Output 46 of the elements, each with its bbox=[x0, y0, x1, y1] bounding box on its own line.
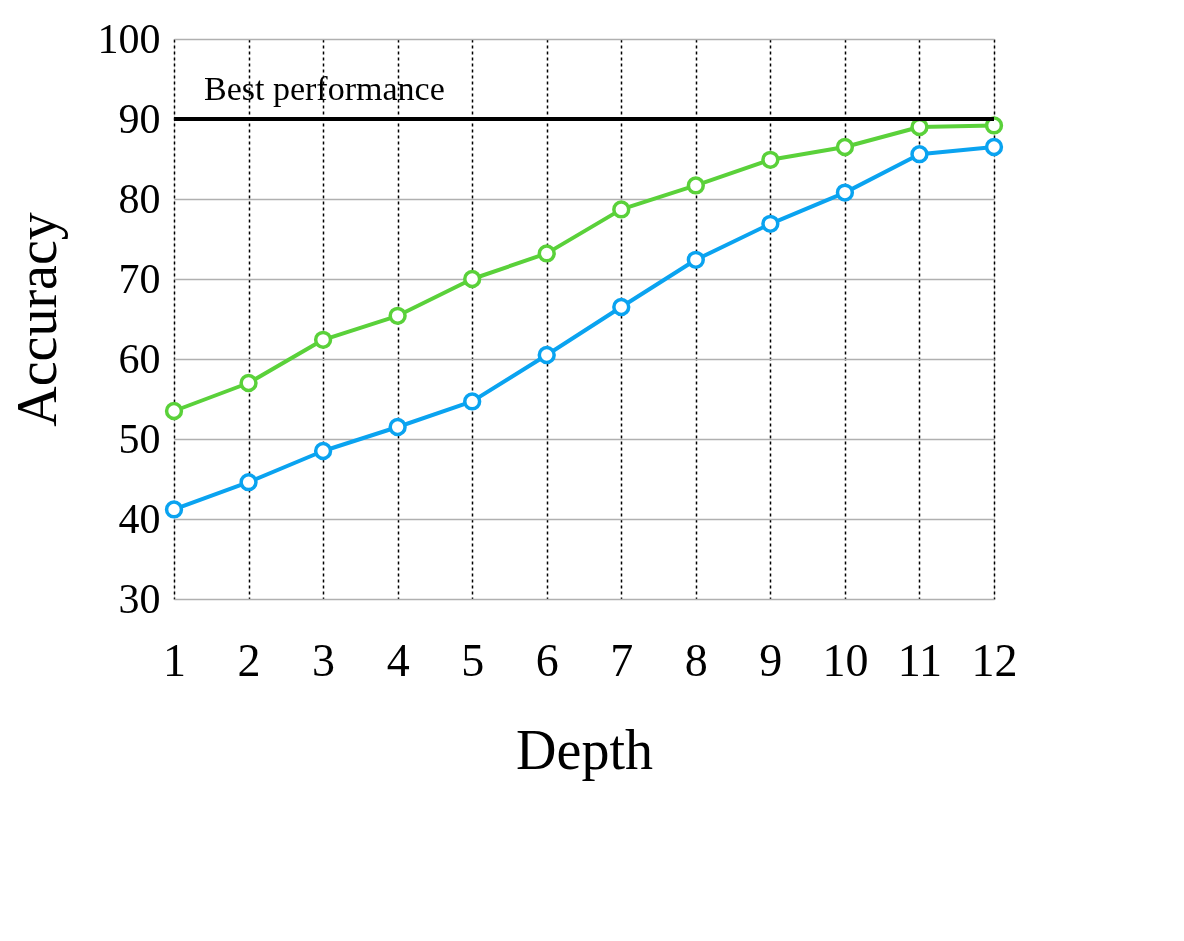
point bbox=[612, 200, 631, 219]
x-tick-label: 11 bbox=[897, 634, 943, 686]
point bbox=[612, 297, 631, 317]
x-tick-label: 3 bbox=[312, 634, 336, 686]
point bbox=[984, 116, 1004, 135]
point bbox=[686, 176, 705, 195]
point bbox=[761, 214, 780, 233]
point bbox=[239, 373, 258, 393]
point bbox=[239, 473, 258, 492]
x-tick-label: 5 bbox=[461, 634, 485, 686]
y-tick-label: 50 bbox=[118, 415, 161, 462]
point bbox=[463, 269, 482, 289]
point bbox=[388, 306, 407, 325]
point bbox=[388, 417, 407, 437]
y-tick-label: 30 bbox=[118, 575, 161, 622]
point bbox=[686, 250, 705, 269]
point bbox=[835, 183, 855, 202]
ref-line-label: Best performance bbox=[204, 70, 445, 107]
x-axis-title: Depth bbox=[516, 718, 653, 781]
x-tick-label: 9 bbox=[759, 634, 783, 686]
x-tick-label: 12 bbox=[971, 634, 1018, 686]
point bbox=[984, 137, 1004, 157]
y-axis-title: Accuracy bbox=[5, 212, 68, 427]
point bbox=[313, 441, 333, 461]
point bbox=[463, 392, 482, 411]
point bbox=[761, 150, 780, 169]
x-tick-label: 6 bbox=[535, 634, 559, 686]
x-tick-label: 8 bbox=[684, 634, 708, 686]
point bbox=[910, 145, 929, 164]
x-tick-label: 2 bbox=[237, 634, 261, 686]
x-tick-label: 7 bbox=[610, 634, 634, 686]
x-tick-label: 4 bbox=[386, 634, 410, 686]
point bbox=[835, 137, 855, 157]
y-tick-label: 60 bbox=[118, 335, 161, 382]
y-tick-label: 90 bbox=[118, 95, 161, 142]
y-tick-label: 40 bbox=[118, 495, 161, 542]
point bbox=[164, 500, 184, 519]
x-tick-label: 1 bbox=[163, 634, 186, 686]
point bbox=[537, 244, 556, 263]
y-tick-label: 70 bbox=[118, 255, 161, 302]
x-tick-label: 10 bbox=[822, 634, 869, 686]
point bbox=[313, 330, 333, 349]
point bbox=[164, 401, 184, 421]
point bbox=[537, 345, 556, 365]
y-tick-label: 80 bbox=[118, 175, 161, 222]
y-tick-label: 100 bbox=[97, 15, 161, 62]
